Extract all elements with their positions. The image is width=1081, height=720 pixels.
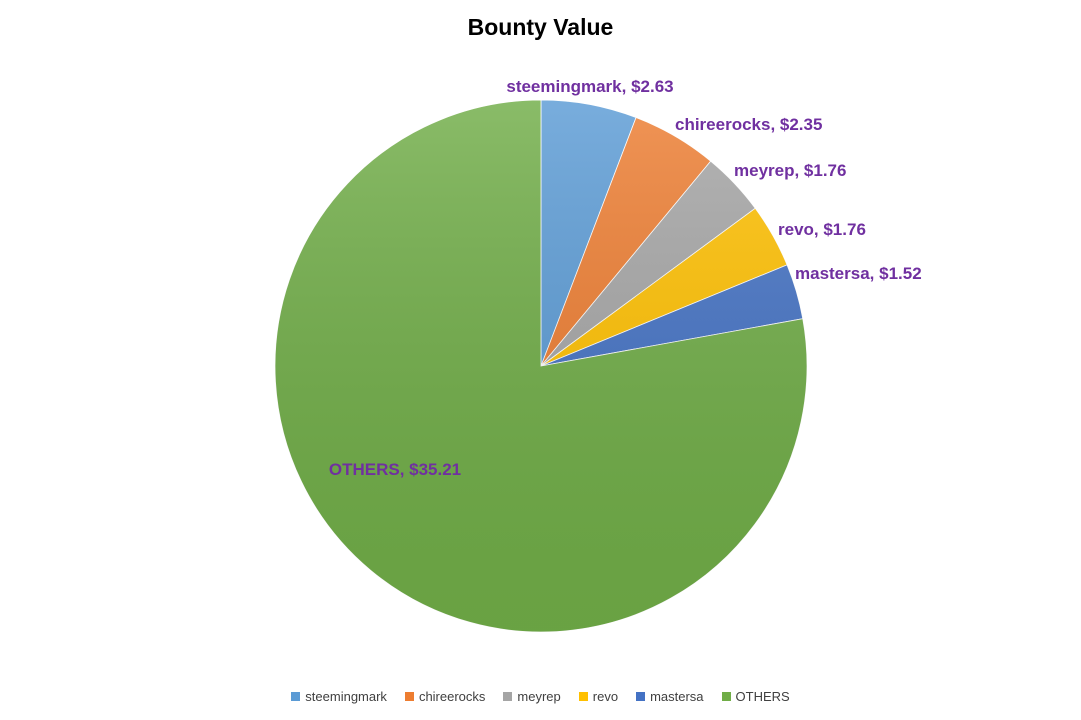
data-label-meyrep: meyrep, $1.76	[734, 161, 846, 180]
legend-label-others: OTHERS	[735, 689, 790, 704]
chart-title: Bounty Value	[467, 14, 614, 40]
data-label-steemingmark: steemingmark, $2.63	[506, 77, 673, 96]
data-label-revo: revo, $1.76	[778, 220, 866, 239]
legend-swatch-steemingmark	[291, 692, 301, 701]
legend-label-chireerocks: chireerocks	[418, 689, 486, 704]
chart-legend: steemingmark chireerocks meyrep revo masters…	[0, 689, 1081, 704]
legend-label-revo: revo	[592, 689, 619, 704]
data-label-others: OTHERS, $35.21	[329, 460, 461, 479]
legend-swatch-mastersa	[636, 692, 646, 701]
legend-item-steemingmark: steemingmark	[291, 689, 387, 704]
legend-swatch-others	[721, 692, 731, 701]
legend-label-mastersa: mastersa	[650, 689, 704, 704]
legend-item-mastersa: mastersa	[636, 689, 704, 704]
legend-item-revo: revo	[578, 689, 619, 704]
legend-item-meyrep: meyrep	[503, 689, 561, 704]
legend-label-meyrep: meyrep	[517, 689, 561, 704]
legend-item-chireerocks: chireerocks	[404, 689, 486, 704]
legend-label-steemingmark: steemingmark	[305, 689, 387, 704]
legend-swatch-meyrep	[503, 692, 513, 701]
pie-slices	[274, 99, 808, 633]
legend-swatch-chireerocks	[404, 692, 414, 701]
data-label-mastersa: mastersa, $1.52	[795, 264, 922, 283]
data-label-chireerocks: chireerocks, $2.35	[675, 115, 822, 134]
legend-swatch-revo	[578, 692, 588, 701]
legend-item-others: OTHERS	[721, 689, 790, 704]
